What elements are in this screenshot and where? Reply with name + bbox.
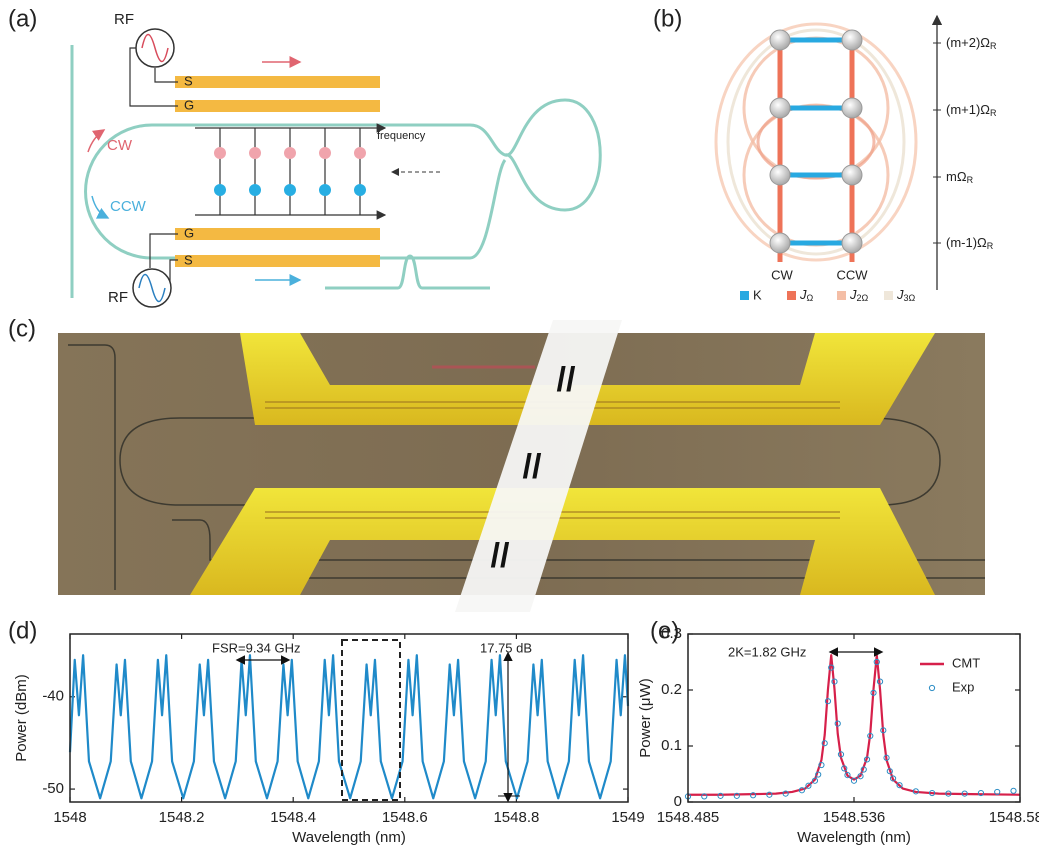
cw-label: CW bbox=[107, 137, 133, 154]
y-tick-label: -50 bbox=[42, 780, 64, 797]
axis-label: frequency bbox=[377, 130, 426, 142]
x-axis-label: Wavelength (nm) bbox=[797, 829, 911, 846]
annotation: 17.75 dB bbox=[480, 640, 532, 655]
electrode bbox=[175, 255, 380, 267]
legend-label: K bbox=[753, 287, 762, 302]
x-axis-label: Wavelength (nm) bbox=[292, 829, 406, 846]
x-tick-label: 1548.8 bbox=[493, 809, 539, 826]
legend-sub: Ω bbox=[807, 293, 814, 303]
x-tick-label: 1548.4 bbox=[270, 809, 316, 826]
legend-label: Exp bbox=[952, 679, 974, 694]
electrode bbox=[175, 100, 380, 112]
x-tick-label: 1548.536 bbox=[823, 809, 886, 826]
diagram-a bbox=[72, 29, 600, 307]
arrow bbox=[92, 196, 108, 218]
cw-modes bbox=[214, 147, 366, 159]
mode-label: CW bbox=[771, 267, 793, 282]
electrode bbox=[175, 228, 380, 240]
level-label: mΩR bbox=[946, 169, 974, 185]
legend-sub: 3Ω bbox=[904, 293, 916, 303]
y-tick-label: 0.3 bbox=[661, 625, 682, 642]
legend-label: J3Ω bbox=[896, 287, 916, 303]
ccw-modes bbox=[214, 184, 366, 196]
nodes bbox=[770, 30, 862, 253]
y-axis-label: Power (dBm) bbox=[13, 674, 30, 762]
x-tick-label: 1548.587 bbox=[989, 809, 1039, 826]
y-tick-label: -40 bbox=[42, 688, 64, 705]
x-tick-label: 1548.6 bbox=[382, 809, 428, 826]
diagram-b bbox=[716, 16, 941, 300]
level-label: (m+1)ΩR bbox=[946, 102, 997, 118]
legend-label: J2Ω bbox=[849, 287, 869, 303]
level-label: (m+2)ΩR bbox=[946, 35, 997, 51]
coupling-arc bbox=[716, 24, 916, 260]
electrode-label: G bbox=[184, 225, 194, 240]
x-tick-label: 1548 bbox=[53, 809, 86, 826]
level-sub: R bbox=[990, 108, 997, 118]
y-tick-label: 0.1 bbox=[661, 737, 682, 754]
legend-label: JΩ bbox=[799, 287, 814, 303]
level-main: (m+1)Ω bbox=[946, 102, 990, 117]
break-mark: // bbox=[557, 361, 576, 399]
level-sub: R bbox=[967, 175, 974, 185]
panel-label: (b) bbox=[653, 5, 682, 32]
legend-label: CMT bbox=[952, 655, 980, 670]
data-line bbox=[70, 655, 628, 798]
level-main: (m+2)Ω bbox=[946, 35, 990, 50]
break-mark: // bbox=[491, 537, 510, 575]
level-main: (m-1)Ω bbox=[946, 235, 987, 250]
panel-label: (c) bbox=[8, 315, 36, 342]
legend-sub: 2Ω bbox=[857, 293, 869, 303]
legend-swatch bbox=[837, 291, 846, 300]
lattice bbox=[220, 128, 360, 215]
panel-label: (a) bbox=[8, 5, 37, 32]
annotation: FSR=9.34 GHz bbox=[212, 640, 301, 655]
k-links bbox=[780, 40, 852, 243]
legend-swatch bbox=[787, 291, 796, 300]
data-point bbox=[1011, 788, 1016, 793]
legend-swatch bbox=[929, 685, 934, 690]
rf-label: RF bbox=[108, 289, 128, 306]
level-main: mΩ bbox=[946, 169, 967, 184]
level-sub: R bbox=[987, 241, 994, 251]
figure: (a) (b) (c) (d) (e) RF bbox=[0, 0, 1039, 859]
ccw-label: CCW bbox=[110, 198, 147, 215]
ring bbox=[470, 160, 505, 258]
mode-label: CCW bbox=[836, 267, 868, 282]
rf-label: RF bbox=[114, 11, 134, 28]
level-label: (m-1)ΩR bbox=[946, 235, 994, 251]
x-tick-label: 1548.2 bbox=[159, 809, 205, 826]
annotation: 2K=1.82 GHz bbox=[728, 644, 806, 659]
break-mark: // bbox=[523, 448, 542, 486]
micrograph bbox=[58, 320, 985, 612]
y-axis-label: Power (μW) bbox=[637, 678, 654, 757]
electrode-label: S bbox=[184, 73, 193, 88]
level-sub: R bbox=[990, 41, 997, 51]
electrode bbox=[175, 76, 380, 88]
legend-swatch bbox=[884, 291, 893, 300]
panel-label: (d) bbox=[8, 617, 37, 644]
x-tick-label: 1549 bbox=[611, 809, 644, 826]
y-tick-label: 0 bbox=[674, 793, 682, 810]
electrode-label: G bbox=[184, 97, 194, 112]
legend-swatch bbox=[740, 291, 749, 300]
x-tick-label: 1548.485 bbox=[657, 809, 720, 826]
chart-marks: 1548 1548.2 1548.4 1548.6 1548.8 1549 -50 -40 Wa… bbox=[13, 625, 1039, 846]
electrode-label: S bbox=[184, 252, 193, 267]
data-line bbox=[688, 655, 1020, 794]
y-tick-label: 0.2 bbox=[661, 681, 682, 698]
highlight-box bbox=[342, 640, 400, 800]
